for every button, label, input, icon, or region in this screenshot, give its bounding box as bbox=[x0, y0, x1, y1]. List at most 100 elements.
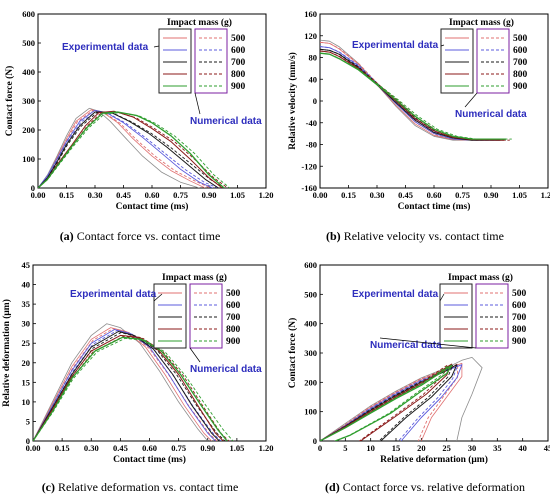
x-tick-label: 45 bbox=[544, 443, 550, 453]
legend-entry-label: 600 bbox=[226, 301, 241, 311]
x-tick-label: 0.90 bbox=[200, 443, 215, 453]
experimental-pointer bbox=[439, 293, 445, 302]
x-axis-label: Contact time (ms) bbox=[116, 201, 189, 212]
x-tick-label: 0.90 bbox=[484, 190, 499, 200]
x-tick-label: 0.00 bbox=[26, 443, 41, 453]
y-tick-label: 300 bbox=[304, 348, 317, 358]
series-numerical-5 bbox=[33, 336, 230, 441]
x-tick-label: 0.00 bbox=[31, 190, 46, 200]
legend: Impact mass (g) 500 600 700 800 900 bbox=[440, 17, 528, 94]
y-tick-label: 25 bbox=[22, 338, 31, 348]
numerical-pointer bbox=[379, 337, 477, 349]
series-numerical-4 bbox=[33, 332, 226, 441]
legend-entry-label: 500 bbox=[226, 289, 241, 299]
x-tick-label: 0.90 bbox=[202, 190, 217, 200]
x-axis-label: Relative deformation (μm) bbox=[380, 454, 488, 465]
y-tick-label: 160 bbox=[304, 9, 317, 19]
x-tick-label: 15 bbox=[392, 443, 401, 453]
legend-entry-label: 900 bbox=[513, 82, 528, 92]
x-tick-label: 0.30 bbox=[84, 443, 99, 453]
chart-3: 0.00 0.15 0.30 0.45 0.60 0.75 0.90 1.05 1.20 0 5 10… bbox=[1, 260, 273, 494]
chart-caption: (d) Contact force vs. relative deformati… bbox=[325, 480, 525, 494]
legend-entry-label: 900 bbox=[226, 337, 241, 347]
y-tick-label: 80 bbox=[309, 53, 318, 63]
y-tick-label: 0 bbox=[26, 436, 30, 446]
y-tick-label: 40 bbox=[309, 74, 318, 84]
y-tick-label: 0 bbox=[313, 436, 317, 446]
legend-entry-label: 800 bbox=[226, 325, 241, 335]
series-numerical-5 bbox=[320, 364, 449, 441]
legend-title: Impact mass (g) bbox=[162, 272, 227, 283]
legend-box-numerical bbox=[476, 28, 510, 94]
x-tick-label: 0.60 bbox=[427, 190, 442, 200]
y-axis-label: Relative velocity (mm/s) bbox=[287, 52, 298, 150]
legend-entry-label: 700 bbox=[513, 58, 528, 68]
y-tick-label: 45 bbox=[22, 260, 31, 270]
y-tick-label: 5 bbox=[26, 416, 30, 426]
y-tick-label: 35 bbox=[22, 299, 31, 309]
legend-entry-label: 700 bbox=[231, 58, 246, 68]
series-line-1 bbox=[33, 323, 209, 441]
y-tick-label: 20 bbox=[22, 358, 31, 368]
numerical-pointer bbox=[189, 347, 201, 363]
x-tick-label: 30 bbox=[468, 443, 477, 453]
legend: Impact mass (g) 500 600 700 800 900 bbox=[158, 17, 246, 94]
series-numerical-6 bbox=[38, 112, 231, 188]
x-tick-label: 40 bbox=[518, 443, 527, 453]
legend: Impact mass (g) 500 600 700 800 900 bbox=[153, 272, 241, 349]
legend-box-experimental bbox=[153, 283, 187, 349]
x-tick-label: 5 bbox=[343, 443, 347, 453]
experimental-data-label: Experimental data bbox=[70, 289, 157, 300]
experimental-pointer bbox=[440, 44, 445, 47]
chart-4: 0 5 10 15 20 25 30 35 40 45 0 100 200 300 400 500 600 Rel… bbox=[287, 260, 550, 494]
x-tick-label: 1.05 bbox=[229, 443, 244, 453]
series-group bbox=[320, 39, 512, 141]
y-tick-label: -80 bbox=[306, 140, 317, 150]
x-tick-label: 1.20 bbox=[259, 190, 274, 200]
x-tick-label: 0.30 bbox=[88, 190, 103, 200]
y-tick-label: 600 bbox=[304, 260, 317, 270]
x-tick-label: 0.00 bbox=[313, 190, 328, 200]
y-tick-label: 100 bbox=[22, 154, 35, 164]
legend-entry-label: 500 bbox=[513, 34, 528, 44]
y-tick-label: 400 bbox=[22, 67, 35, 77]
y-tick-label: -40 bbox=[306, 118, 317, 128]
chart-caption: (a) Contact force vs. contact time bbox=[60, 229, 221, 243]
chart-caption: (c) Relative deformation vs. contact tim… bbox=[42, 480, 239, 494]
numerical-pointer bbox=[464, 92, 478, 108]
x-tick-label: 0.45 bbox=[116, 190, 131, 200]
experimental-data-label: Experimental data bbox=[352, 289, 439, 300]
y-tick-label: 200 bbox=[304, 377, 317, 387]
x-tick-label: 0.45 bbox=[398, 190, 413, 200]
legend-entry-label: 700 bbox=[512, 313, 527, 323]
y-tick-label: 600 bbox=[22, 9, 35, 19]
x-tick-label: 0.30 bbox=[370, 190, 385, 200]
legend-title: Impact mass (g) bbox=[448, 272, 513, 283]
y-tick-label: 500 bbox=[304, 289, 317, 299]
legend-box-numerical bbox=[189, 283, 223, 349]
y-tick-label: 500 bbox=[22, 38, 35, 48]
y-tick-label: 0 bbox=[31, 183, 35, 193]
x-tick-label: 10 bbox=[366, 443, 375, 453]
series-line-6 bbox=[38, 111, 225, 188]
y-tick-label: 100 bbox=[304, 407, 317, 417]
experimental-pointer bbox=[153, 293, 163, 302]
x-tick-label: 0.60 bbox=[142, 443, 157, 453]
legend-entry-label: 500 bbox=[512, 289, 527, 299]
x-axis-label: Contact time (ms) bbox=[398, 201, 471, 212]
x-tick-label: 0.45 bbox=[113, 443, 128, 453]
legend-entry-label: 800 bbox=[231, 70, 246, 80]
experimental-data-label: Experimental data bbox=[62, 42, 149, 53]
series-group bbox=[320, 356, 483, 441]
series-numerical-3 bbox=[38, 110, 219, 188]
legend-entry-label: 800 bbox=[512, 325, 527, 335]
y-tick-label: 200 bbox=[22, 125, 35, 135]
y-axis-label: Contact force (N) bbox=[4, 66, 15, 137]
x-tick-label: 0.15 bbox=[55, 443, 70, 453]
y-tick-label: 400 bbox=[304, 319, 317, 329]
legend-box-experimental bbox=[439, 283, 473, 349]
experimental-data-label: Experimental data bbox=[352, 40, 439, 51]
x-tick-label: 1.20 bbox=[541, 190, 550, 200]
x-tick-label: 1.05 bbox=[230, 190, 245, 200]
numerical-data-label: Numerical data bbox=[455, 109, 527, 120]
